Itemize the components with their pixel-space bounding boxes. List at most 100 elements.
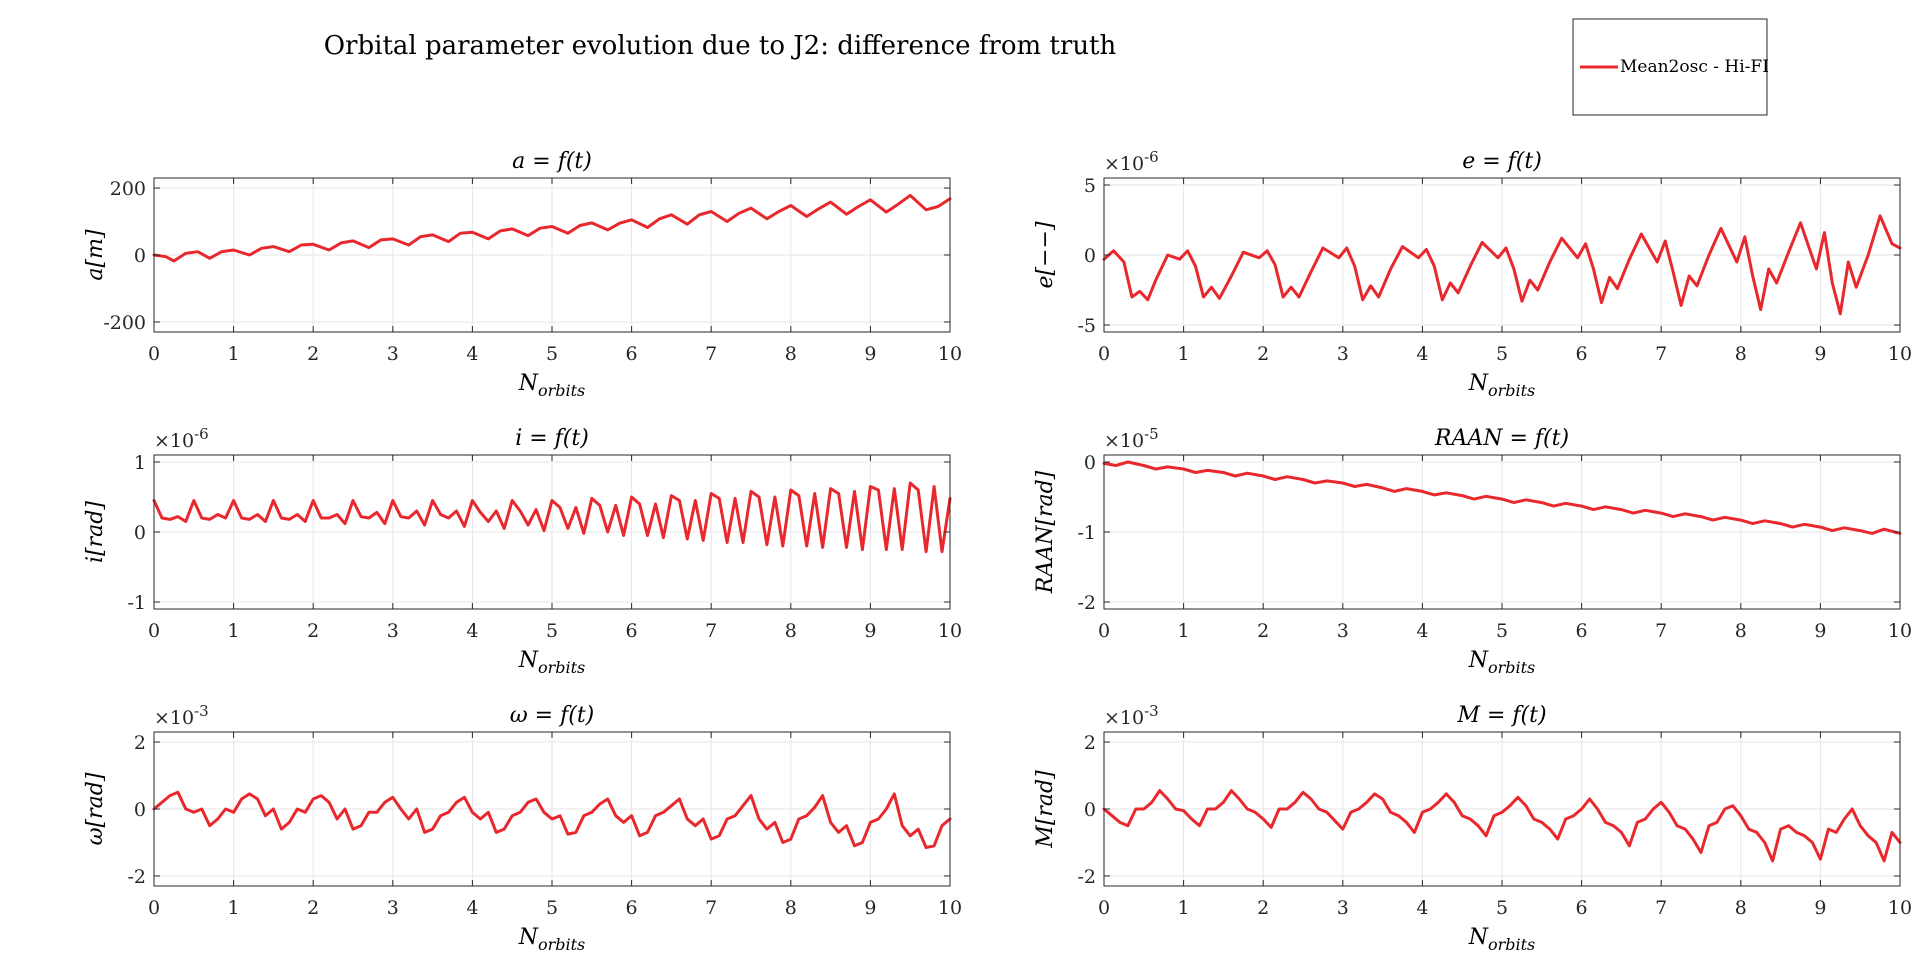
x-tick-label: 2 [1257, 620, 1269, 642]
x-axis-label: Norbits [518, 371, 586, 400]
x-tick-label: 9 [864, 343, 876, 365]
x-tick-label: 7 [1655, 343, 1667, 365]
series-line [1102, 789, 1902, 863]
x-tick-label: 7 [705, 620, 717, 642]
y-axis-multiplier: ×10-5 [1104, 425, 1159, 452]
x-tick-label: 7 [705, 343, 717, 365]
y-axis-multiplier: ×10-6 [1104, 148, 1159, 175]
x-tick-label: 2 [307, 620, 319, 642]
x-tick-label: 10 [938, 620, 962, 642]
x-tick-label: 6 [1576, 343, 1588, 365]
y-tick-label: 1 [134, 452, 146, 474]
y-tick-label: -5 [1077, 315, 1096, 337]
series-line [152, 481, 952, 554]
x-tick-label: 1 [1178, 620, 1190, 642]
x-tick-label: 5 [1496, 897, 1508, 919]
y-tick-label: 0 [1084, 799, 1096, 821]
legend-label: Mean2osc - Hi-FI [1620, 57, 1769, 77]
series-line [1102, 460, 1902, 535]
x-tick-label: 10 [938, 343, 962, 365]
y-tick-label: 0 [134, 522, 146, 544]
x-tick-label: 1 [228, 343, 240, 365]
x-tick-label: 4 [466, 620, 478, 642]
x-tick-label: 3 [1337, 620, 1349, 642]
y-axis-multiplier: ×10-3 [154, 702, 209, 729]
x-tick-label: 1 [228, 897, 240, 919]
y-tick-label: 0 [134, 799, 146, 821]
series-line [152, 790, 952, 849]
x-tick-label: 0 [1098, 620, 1110, 642]
x-tick-label: 0 [1098, 343, 1110, 365]
x-tick-label: 5 [1496, 343, 1508, 365]
x-tick-label: 1 [228, 620, 240, 642]
y-tick-label: 0 [134, 245, 146, 267]
x-tick-label: 5 [546, 897, 558, 919]
x-tick-label: 7 [705, 897, 717, 919]
x-axis-label: Norbits [1468, 648, 1536, 677]
x-tick-label: 0 [148, 343, 160, 365]
y-axis-multiplier: ×10-3 [1104, 702, 1159, 729]
subplot-title: ω = f(t) [510, 703, 595, 728]
x-tick-label: 2 [307, 897, 319, 919]
x-tick-label: 1 [1178, 343, 1190, 365]
x-tick-label: 3 [387, 343, 399, 365]
x-tick-label: 8 [785, 620, 797, 642]
subplot-title: i = f(t) [515, 426, 589, 451]
legend: Mean2osc - Hi-FI [1572, 18, 1769, 116]
y-tick-label: -200 [103, 312, 146, 334]
y-tick-label: -2 [1077, 866, 1096, 888]
x-tick-label: 10 [1888, 620, 1912, 642]
x-tick-label: 4 [466, 897, 478, 919]
x-tick-label: 4 [466, 343, 478, 365]
x-tick-label: 4 [1416, 620, 1428, 642]
y-tick-label: -2 [1077, 592, 1096, 614]
x-tick-label: 5 [546, 620, 558, 642]
x-axis-label: Norbits [518, 648, 586, 677]
x-axis-label: Norbits [518, 925, 586, 954]
y-tick-label: -1 [127, 592, 146, 614]
x-tick-label: 6 [1576, 897, 1588, 919]
y-tick-label: 2 [134, 732, 146, 754]
x-tick-label: 0 [148, 620, 160, 642]
subplot-title: a = f(t) [512, 149, 592, 174]
series-line [1102, 214, 1902, 316]
x-tick-label: 8 [785, 343, 797, 365]
x-tick-label: 2 [1257, 897, 1269, 919]
x-tick-label: 6 [626, 620, 638, 642]
x-tick-label: 2 [1257, 343, 1269, 365]
x-tick-label: 9 [1814, 620, 1826, 642]
x-tick-label: 8 [1735, 620, 1747, 642]
y-axis-label: a[m] [83, 229, 108, 281]
subplot-title: e = f(t) [1462, 149, 1542, 174]
x-tick-label: 4 [1416, 897, 1428, 919]
x-tick-label: 7 [1655, 897, 1667, 919]
x-tick-label: 2 [307, 343, 319, 365]
y-axis-label: i[rad] [83, 501, 108, 563]
x-tick-label: 0 [148, 897, 160, 919]
y-axis-label: e[−−] [1033, 221, 1058, 288]
x-tick-label: 3 [1337, 343, 1349, 365]
y-axis-label: M[rad] [1033, 770, 1058, 849]
x-tick-label: 6 [1576, 620, 1588, 642]
x-tick-label: 6 [626, 897, 638, 919]
y-tick-label: 2 [1084, 732, 1096, 754]
x-tick-label: 9 [1814, 343, 1826, 365]
x-tick-label: 8 [1735, 897, 1747, 919]
y-axis-label: RAAN[rad] [1033, 470, 1058, 594]
figure-title: Orbital parameter evolution due to J2: d… [324, 31, 1117, 61]
y-tick-label: 5 [1084, 175, 1096, 197]
x-tick-label: 9 [864, 620, 876, 642]
y-tick-label: -1 [1077, 522, 1096, 544]
x-tick-label: 10 [1888, 343, 1912, 365]
subplot-title: M = f(t) [1456, 703, 1546, 728]
x-axis-label: Norbits [1468, 371, 1536, 400]
x-tick-label: 8 [785, 897, 797, 919]
x-tick-label: 0 [1098, 897, 1110, 919]
y-tick-label: 0 [1084, 452, 1096, 474]
x-tick-label: 10 [938, 897, 962, 919]
